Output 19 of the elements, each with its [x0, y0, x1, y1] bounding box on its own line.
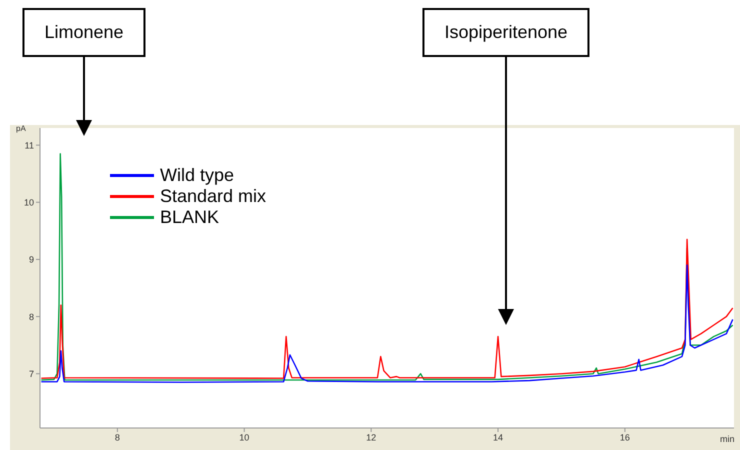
- y-tick-label: 11: [24, 140, 34, 150]
- text: Isopiperitenone: [422, 8, 590, 57]
- x-tick-label: 16: [620, 432, 630, 442]
- y-tick-label: 8: [28, 312, 34, 322]
- x-tick-label: 8: [114, 432, 120, 442]
- x-axis-title: min: [720, 434, 735, 444]
- y-tick-label: 7: [28, 368, 34, 379]
- legend-label: Standard mix: [160, 186, 266, 207]
- y-axis-title: pA: [16, 124, 26, 133]
- x-tick-label: 10: [239, 432, 250, 442]
- legend-label: BLANK: [160, 207, 220, 228]
- line-series: [40, 238, 734, 379]
- legend-label: Wild type: [160, 165, 234, 186]
- y-tick-label: 10: [24, 197, 34, 208]
- y-tick-label: 9: [28, 254, 34, 265]
- x-tick-label: 12: [366, 432, 376, 442]
- x-tick-label: 14: [493, 432, 504, 442]
- line-series: [40, 264, 734, 383]
- text: Limonene: [22, 8, 146, 57]
